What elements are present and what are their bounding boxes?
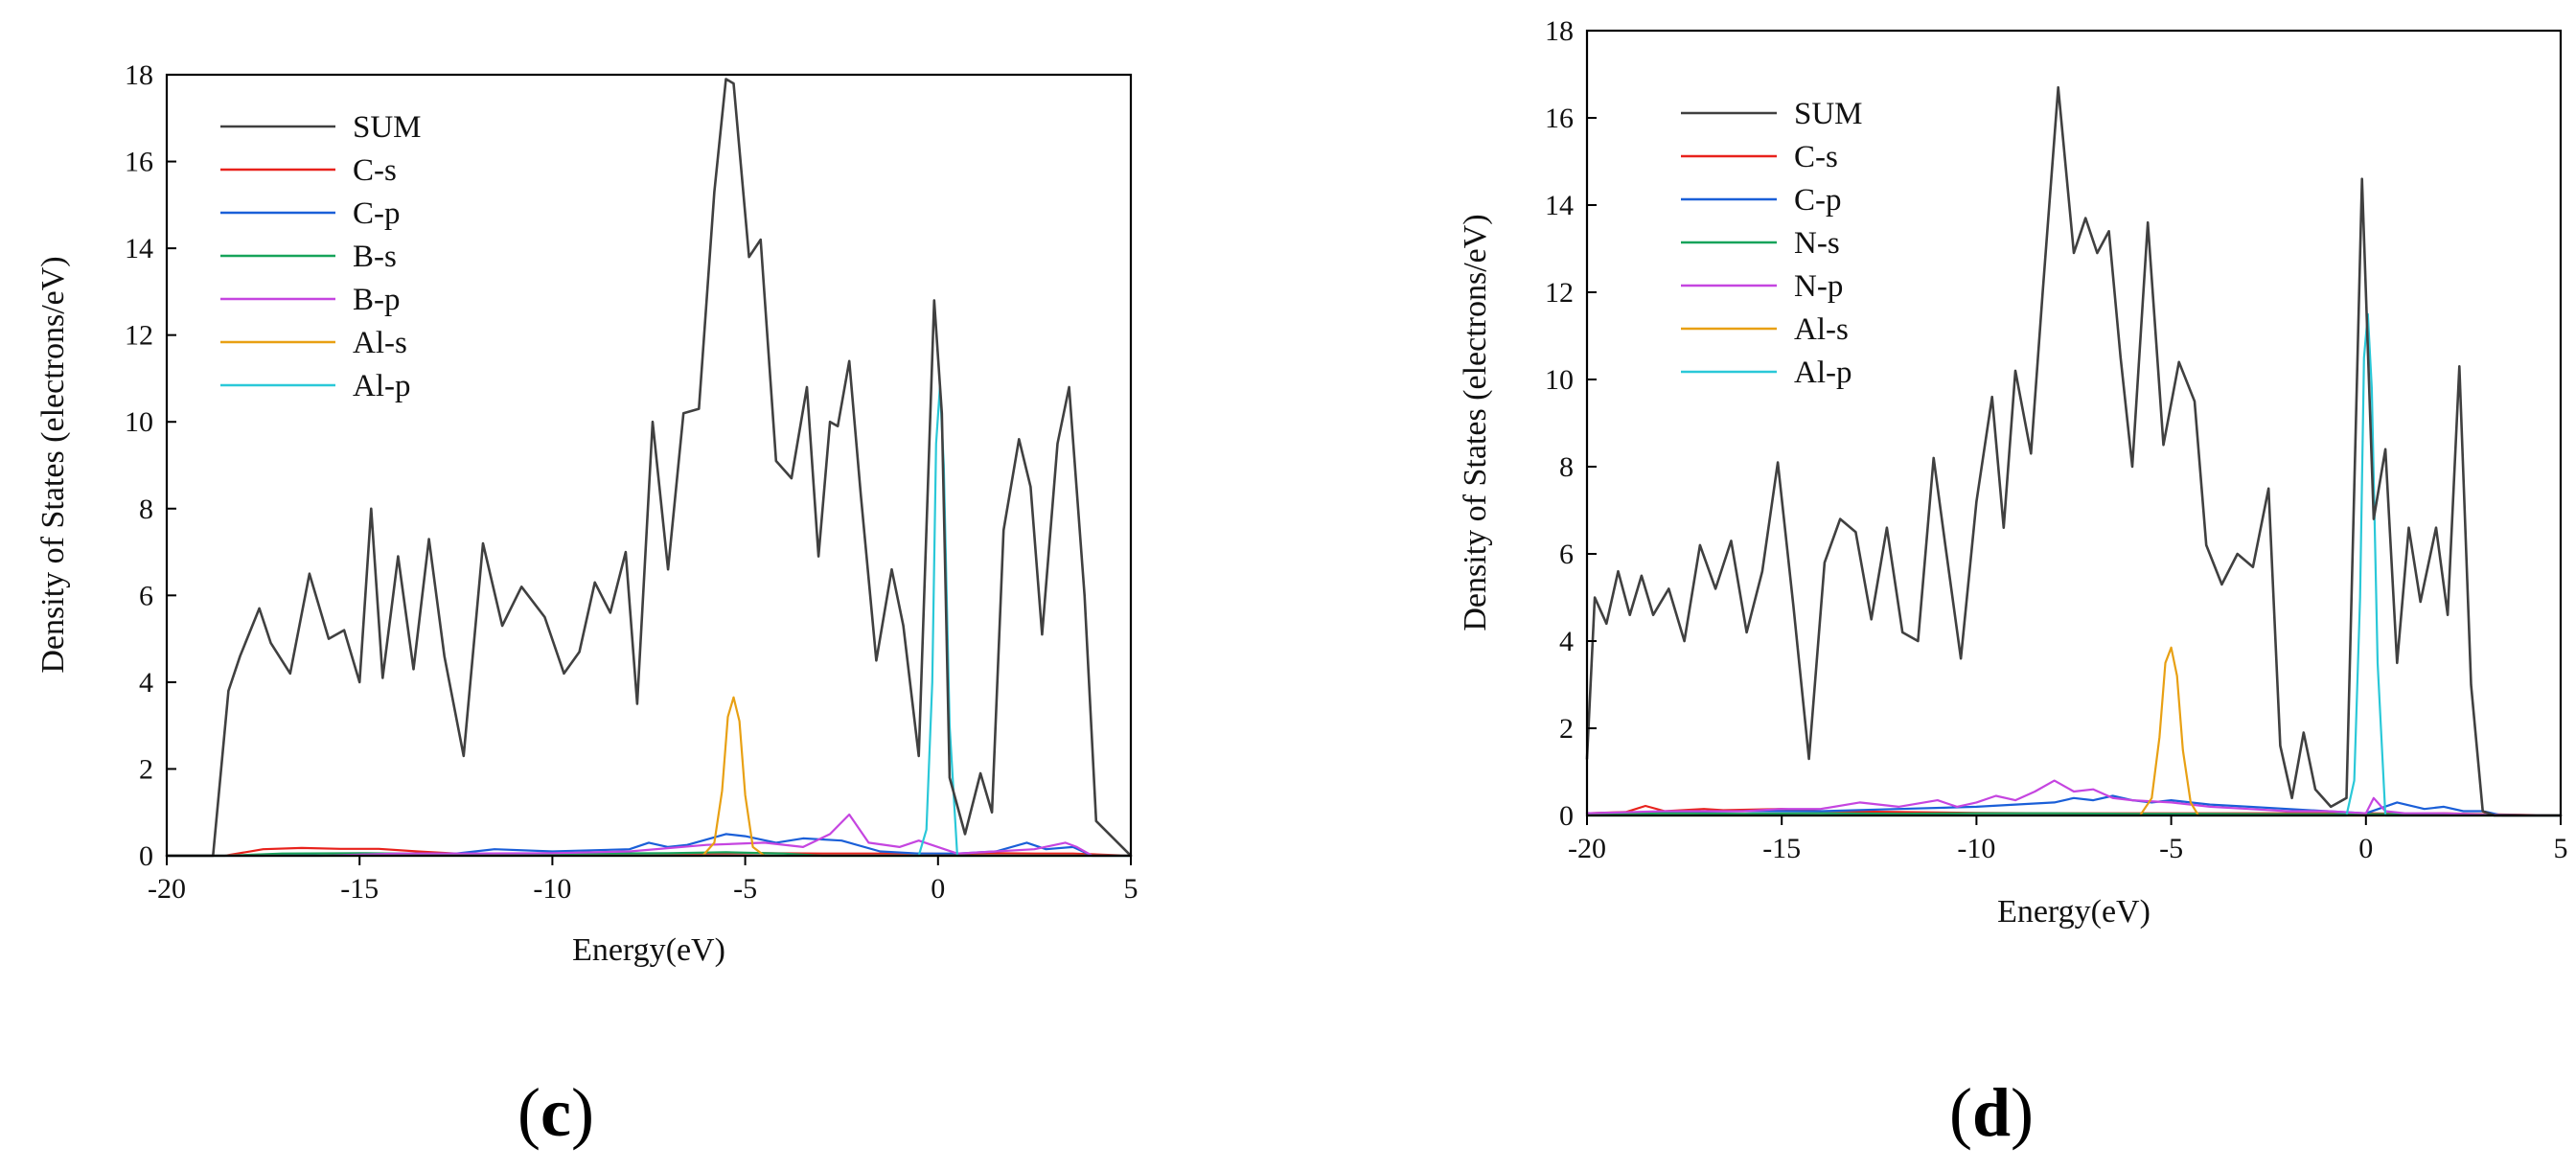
panel-label: (c) — [518, 1074, 594, 1151]
legend-label: N-s — [1794, 226, 1840, 261]
y-tick-label: 12 — [125, 320, 153, 352]
y-axis-title: Density of States (electrons/eV) — [35, 256, 71, 673]
plot-frame — [1585, 29, 2563, 817]
x-tick-label: -15 — [340, 873, 379, 905]
x-tick-label: -10 — [533, 873, 571, 905]
y-tick-label: 8 — [139, 494, 153, 525]
series-line-al-p — [1585, 312, 2563, 817]
y-tick-label: 2 — [1559, 713, 1574, 745]
x-tick-label: 5 — [1124, 873, 1138, 905]
x-axis-title: Energy(eV) — [572, 932, 725, 968]
x-tick-label: -5 — [733, 873, 757, 905]
series-line-al-p — [165, 385, 1133, 858]
legend-label: C-p — [353, 196, 401, 231]
legend-label: Al-s — [353, 326, 407, 360]
series-line-sum — [1585, 85, 2563, 817]
y-tick-label: 12 — [1545, 277, 1574, 309]
y-tick-label: 4 — [139, 667, 153, 699]
legend-label: C-p — [1794, 183, 1842, 218]
series-line-sum — [165, 78, 1133, 858]
y-tick-label: 18 — [125, 59, 153, 91]
y-tick-label: 14 — [125, 233, 153, 264]
y-tick-label: 16 — [1545, 103, 1574, 134]
x-tick-label: -20 — [1568, 833, 1606, 864]
y-tick-label: 18 — [1545, 15, 1574, 47]
x-tick-label: -20 — [148, 873, 186, 905]
legend-label: C-s — [1794, 140, 1838, 174]
y-tick-label: 16 — [125, 147, 153, 178]
legend-label: Al-s — [1794, 312, 1849, 347]
series-line-al-s — [1585, 646, 2563, 817]
y-tick-label: 2 — [139, 753, 153, 785]
y-tick-label: 4 — [1559, 626, 1574, 657]
y-tick-label: 6 — [139, 580, 153, 611]
legend-label: B-s — [353, 240, 397, 274]
panel-label: (d) — [1949, 1074, 2034, 1151]
x-tick-label: 0 — [2358, 833, 2373, 864]
x-tick-label: -15 — [1762, 833, 1801, 864]
legend-label: B-p — [353, 283, 401, 317]
legend-label: Al-p — [1794, 356, 1852, 390]
y-tick-label: 8 — [1559, 451, 1574, 483]
y-axis-title: Density of States (electrons/eV) — [1458, 214, 1493, 631]
y-tick-label: 14 — [1545, 190, 1574, 221]
series-line-b-p — [165, 813, 1133, 858]
legend-label: SUM — [353, 110, 422, 145]
x-axis-title: Energy(eV) — [1997, 894, 2150, 930]
x-tick-label: -10 — [1957, 833, 1995, 864]
y-tick-label: 0 — [139, 840, 153, 872]
x-tick-label: -5 — [2159, 833, 2183, 864]
x-tick-label: 5 — [2554, 833, 2568, 864]
series-line-al-s — [165, 696, 1133, 858]
y-tick-label: 10 — [125, 406, 153, 438]
y-tick-label: 0 — [1559, 800, 1574, 832]
legend-label: C-s — [353, 153, 397, 188]
legend-label: N-p — [1794, 269, 1843, 304]
plot-frame — [165, 73, 1133, 858]
y-tick-label: 10 — [1545, 364, 1574, 396]
y-tick-label: 6 — [1559, 539, 1574, 570]
legend-label: SUM — [1794, 97, 1863, 131]
series-line-n-p — [1585, 779, 2563, 817]
legend-label: Al-p — [353, 369, 411, 403]
x-tick-label: 0 — [931, 873, 945, 905]
series-line-c-p — [1585, 794, 2563, 817]
